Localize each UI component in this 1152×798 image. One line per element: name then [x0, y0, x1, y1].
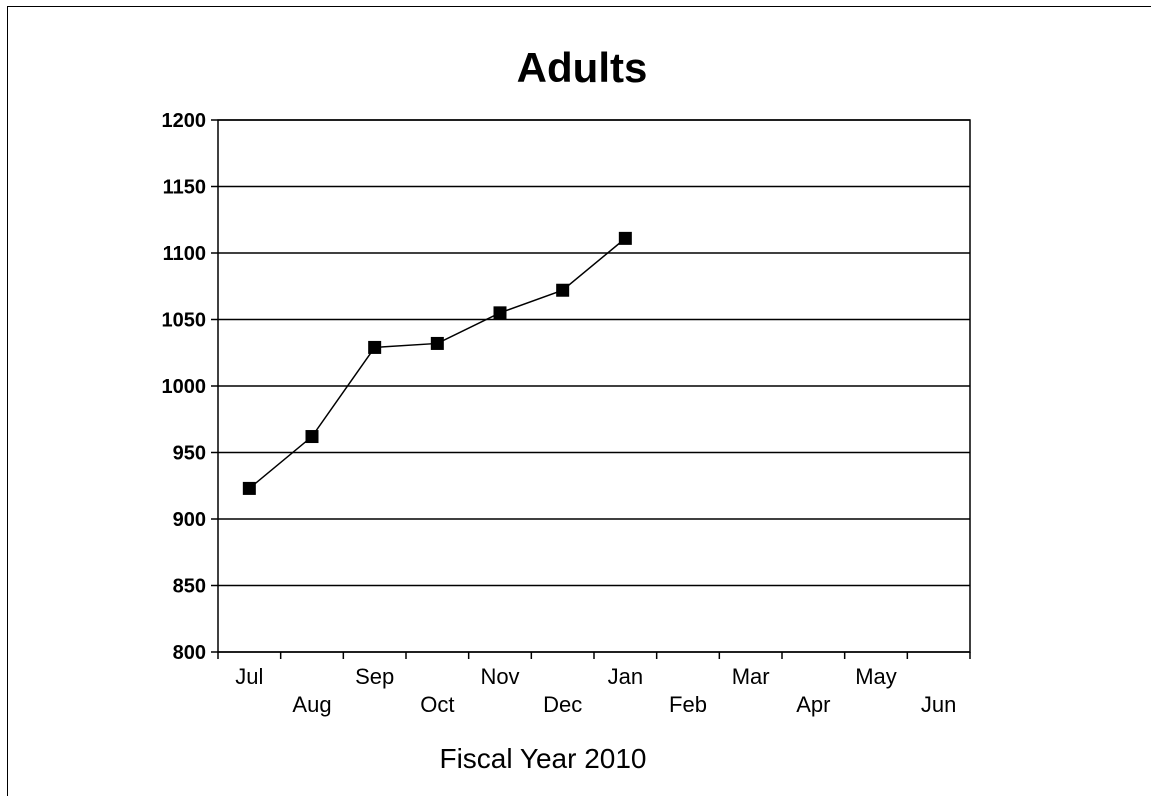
- y-tick-label: 850: [173, 576, 206, 598]
- y-tick-label: 900: [173, 509, 206, 531]
- data-point: [305, 430, 319, 444]
- chart-frame: [7, 6, 1151, 796]
- data-point: [556, 283, 570, 297]
- x-tick-label: Jul: [235, 664, 263, 689]
- x-tick-label: Aug: [292, 692, 331, 717]
- x-tick-label: Oct: [420, 692, 454, 717]
- x-tick-label: Feb: [669, 692, 707, 717]
- x-tick-label: May: [855, 664, 897, 689]
- plot-area-border: [217, 119, 971, 653]
- x-axis-label: Fiscal Year 2010: [439, 743, 646, 774]
- data-point: [430, 336, 444, 350]
- x-tick-label: Jan: [608, 664, 643, 689]
- x-tick-label: Dec: [543, 692, 582, 717]
- x-axis-ticks: Jul Aug Sep Oct Nov Dec Jan Feb Mar Apr May Jun: [217, 652, 971, 717]
- series-layer: [242, 231, 632, 495]
- y-tick-label: 1200: [162, 110, 207, 132]
- y-tick-label: 800: [173, 642, 206, 664]
- y-tick-label: 1050: [162, 310, 207, 332]
- chart-title: Adults: [517, 44, 648, 91]
- x-tick-label: Apr: [796, 692, 830, 717]
- data-point: [618, 231, 632, 245]
- gridlines: [218, 119, 970, 653]
- y-tick-label: 1100: [163, 243, 206, 265]
- y-tick-label: 1150: [163, 177, 206, 199]
- y-axis-ticks: 800 850 900 950 1000 1050 1100 1150 1200: [162, 110, 218, 664]
- data-point: [242, 481, 256, 495]
- y-tick-label: 950: [173, 443, 206, 465]
- data-point: [493, 306, 507, 320]
- series-line: [248, 237, 626, 489]
- x-tick-label: Mar: [732, 664, 770, 689]
- y-tick-label: 1000: [162, 376, 207, 398]
- data-point: [368, 340, 382, 354]
- x-tick-label: Sep: [355, 664, 394, 689]
- x-tick-label: Jun: [921, 692, 956, 717]
- x-tick-label: Nov: [480, 664, 519, 689]
